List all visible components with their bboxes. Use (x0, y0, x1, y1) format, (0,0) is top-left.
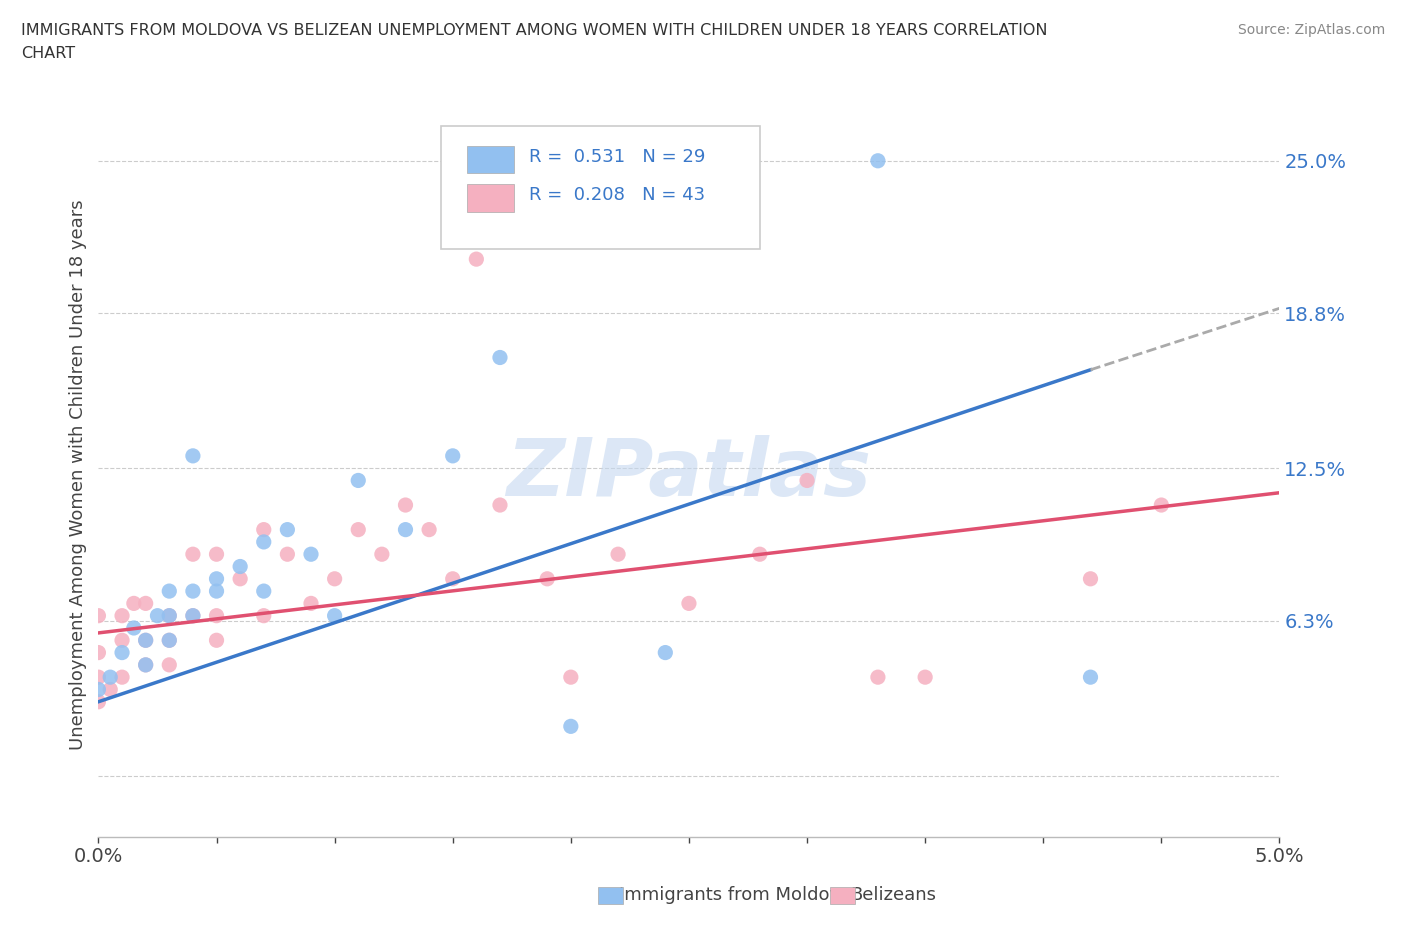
Point (181, 448, 204, 463)
Text: ZIPatlas: ZIPatlas (506, 435, 872, 513)
Point (654, 645, 676, 660)
Point (87, 645, 110, 660)
Point (914, 670, 936, 684)
Point (866, 153, 889, 168)
FancyBboxPatch shape (441, 126, 759, 249)
Point (157, 608, 180, 623)
Point (394, 522, 416, 537)
Point (276, 522, 298, 537)
Point (253, 522, 276, 537)
Point (441, 448, 464, 463)
Point (87, 682, 110, 697)
FancyBboxPatch shape (467, 146, 515, 173)
Point (87, 608, 110, 623)
Point (205, 547, 228, 562)
Point (205, 571, 228, 586)
Text: R =  0.208   N = 43: R = 0.208 N = 43 (530, 186, 706, 204)
Point (205, 632, 228, 647)
Point (146, 608, 169, 623)
Point (135, 632, 157, 647)
Point (347, 522, 370, 537)
Point (1080, 571, 1102, 586)
Point (181, 608, 204, 623)
Point (253, 584, 276, 599)
Point (371, 547, 394, 562)
Text: R =  0.531   N = 29: R = 0.531 N = 29 (530, 148, 706, 166)
Point (536, 571, 558, 586)
Point (135, 632, 157, 647)
Point (866, 670, 889, 684)
Point (157, 608, 180, 623)
Point (394, 498, 416, 512)
Point (560, 719, 582, 734)
Point (205, 608, 228, 623)
Point (323, 571, 346, 586)
Text: Belizeans: Belizeans (851, 885, 936, 904)
Point (157, 584, 180, 599)
Point (489, 350, 512, 365)
Point (87, 670, 110, 684)
Point (489, 498, 512, 512)
Point (441, 571, 464, 586)
Point (253, 608, 276, 623)
Point (181, 547, 204, 562)
Point (748, 547, 770, 562)
Point (1150, 498, 1173, 512)
Text: IMMIGRANTS FROM MOLDOVA VS BELIZEAN UNEMPLOYMENT AMONG WOMEN WITH CHILDREN UNDER: IMMIGRANTS FROM MOLDOVA VS BELIZEAN UNEM… (21, 23, 1047, 38)
Point (678, 596, 700, 611)
Point (98, 670, 121, 684)
Point (181, 608, 204, 623)
FancyBboxPatch shape (467, 184, 515, 212)
Point (418, 522, 440, 537)
Text: Source: ZipAtlas.com: Source: ZipAtlas.com (1237, 23, 1385, 37)
Point (323, 608, 346, 623)
Point (111, 632, 134, 647)
Point (1080, 670, 1102, 684)
Point (181, 584, 204, 599)
Point (157, 632, 180, 647)
Point (253, 535, 276, 550)
Point (98, 682, 121, 697)
Point (276, 547, 298, 562)
Point (111, 608, 134, 623)
Point (111, 670, 134, 684)
Point (607, 547, 630, 562)
Point (122, 620, 145, 635)
Point (299, 596, 322, 611)
Point (157, 658, 180, 672)
Point (135, 658, 157, 672)
Point (111, 645, 134, 660)
Point (157, 632, 180, 647)
Point (205, 584, 228, 599)
Point (465, 252, 488, 267)
Text: CHART: CHART (21, 46, 75, 60)
Point (135, 596, 157, 611)
Point (560, 670, 582, 684)
Y-axis label: Unemployment Among Women with Children Under 18 years: Unemployment Among Women with Children U… (69, 199, 87, 750)
Point (229, 571, 252, 586)
Point (229, 559, 252, 574)
Point (135, 658, 157, 672)
Text: Immigrants from Moldova: Immigrants from Moldova (619, 885, 851, 904)
Point (347, 473, 370, 488)
Point (299, 547, 322, 562)
Point (122, 596, 145, 611)
Point (87, 695, 110, 710)
Point (796, 473, 818, 488)
